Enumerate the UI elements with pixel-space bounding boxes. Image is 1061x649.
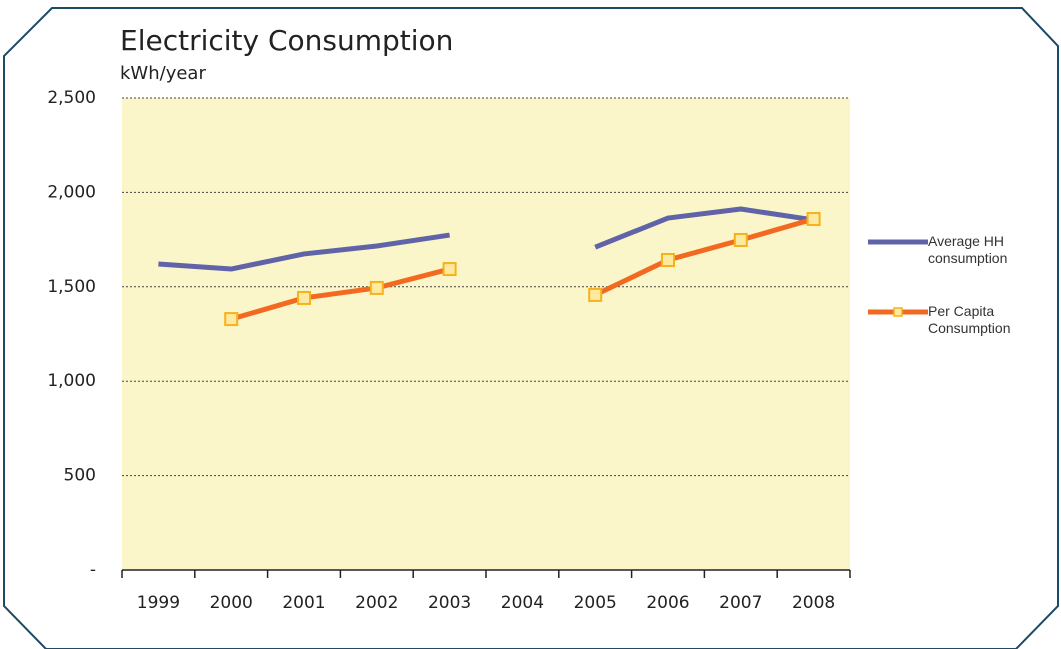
marker: [806, 212, 821, 227]
y-tick-label: 500: [64, 466, 96, 486]
y-tick-label: 2,000: [47, 182, 96, 202]
x-tick-label: 2002: [355, 593, 398, 613]
x-tick-label: 2001: [282, 593, 325, 613]
plot-area: [122, 98, 850, 570]
y-tick-label: -: [90, 560, 96, 580]
marker: [369, 280, 384, 295]
series-line: [594, 216, 815, 298]
marker: [442, 262, 457, 277]
marker: [588, 287, 603, 302]
x-tick-label: 2000: [210, 593, 253, 613]
frame: [3, 7, 1059, 649]
series-line: [230, 266, 451, 322]
legend-label: Per Capita Consumption: [928, 303, 1011, 336]
legend-label: Average HH consumption: [928, 233, 1008, 266]
x-tick-label: 1999: [137, 593, 180, 613]
y-tick-label: 2,500: [47, 88, 96, 108]
y-tick-label: 1,500: [47, 277, 96, 297]
y-tick-label: 1,000: [47, 371, 96, 391]
series-line: [594, 206, 814, 250]
x-tick-label: 2007: [719, 593, 762, 613]
marker: [224, 312, 239, 327]
legend-marker: [893, 307, 903, 317]
series-line: [158, 232, 450, 272]
chart-subtitle: kWh/year: [120, 63, 206, 84]
marker: [733, 232, 748, 247]
x-tick-label: 2003: [428, 593, 471, 613]
marker: [661, 252, 675, 267]
x-tick-label: 2004: [501, 593, 544, 613]
x-tick-label: 2008: [792, 593, 835, 613]
chart-title: Electricity Consumption: [120, 24, 453, 57]
x-tick-label: 2005: [574, 593, 617, 613]
marker: [297, 290, 311, 305]
x-tick-label: 2006: [646, 593, 689, 613]
